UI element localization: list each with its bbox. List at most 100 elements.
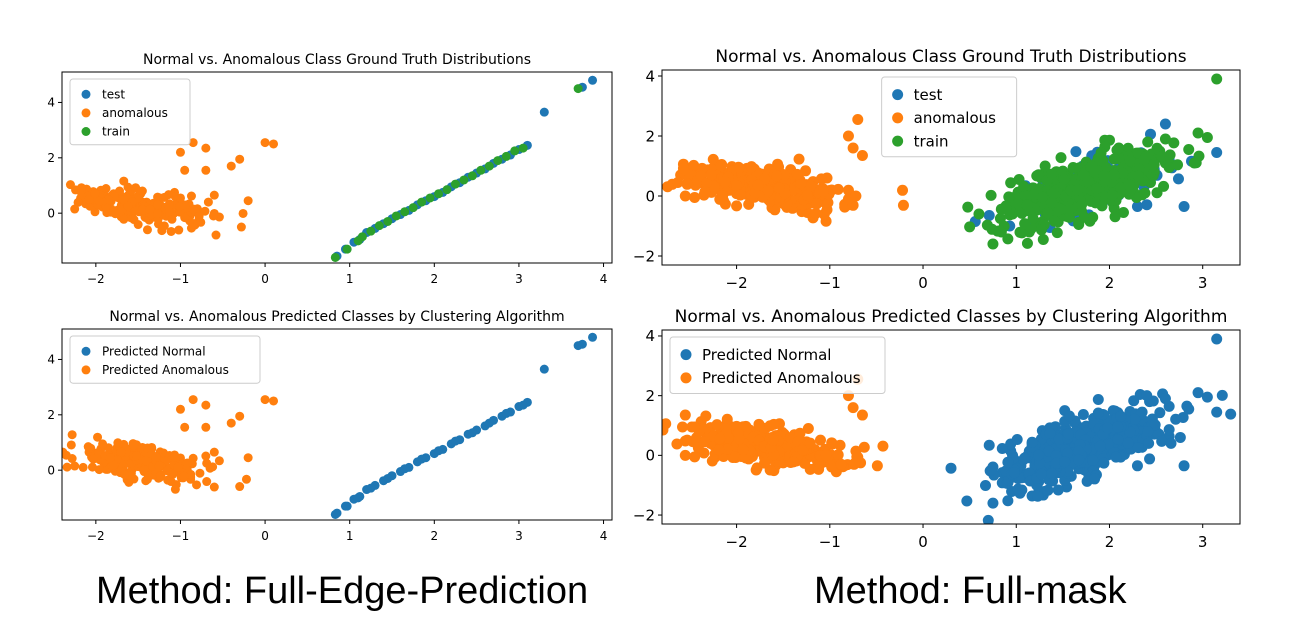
- data-point-1: [236, 222, 246, 232]
- data-point-0: [1159, 118, 1171, 130]
- data-point-0: [961, 495, 973, 507]
- data-point-1: [145, 204, 155, 214]
- chart-title: Normal vs. Anomalous Class Ground Truth …: [143, 52, 531, 68]
- legend-label: Predicted Anomalous: [702, 369, 861, 387]
- x-tick-label: −2: [87, 272, 105, 286]
- y-tick-label: 2: [47, 408, 55, 422]
- data-point-1: [717, 190, 729, 202]
- data-point-1: [849, 457, 861, 469]
- data-point-0: [1044, 427, 1056, 439]
- legend-marker: [81, 365, 91, 375]
- x-tick-label: 2: [1105, 274, 1115, 292]
- data-point-2: [1027, 213, 1039, 224]
- data-point-1: [123, 182, 133, 192]
- x-tick-label: 1: [1011, 274, 1021, 292]
- plot-frame: [661, 329, 1241, 525]
- data-point-1: [200, 206, 210, 216]
- data-point-0: [982, 514, 994, 524]
- data-point-1: [679, 435, 691, 447]
- data-point-1: [180, 422, 190, 432]
- data-point-2: [1090, 197, 1101, 209]
- data-point-1: [188, 395, 198, 405]
- data-point-0: [1062, 428, 1074, 440]
- data-point-2: [1003, 191, 1015, 203]
- data-point-1: [123, 201, 133, 211]
- data-point-1: [699, 436, 711, 448]
- data-point-1: [820, 449, 832, 461]
- data-point-2: [510, 146, 520, 156]
- data-point-0: [467, 428, 477, 438]
- data-point-1: [62, 447, 68, 457]
- data-point-2: [1138, 154, 1150, 166]
- chart-title: Normal vs. Anomalous Predicted Classes b…: [675, 307, 1228, 327]
- legend-marker: [680, 349, 692, 361]
- data-point-1: [847, 402, 859, 414]
- data-point-1: [700, 410, 712, 422]
- data-point-2: [1031, 170, 1043, 182]
- data-point-0: [1144, 453, 1156, 465]
- data-point-1: [129, 440, 139, 450]
- data-point-2: [1201, 132, 1213, 143]
- data-point-1: [209, 447, 219, 457]
- data-point-0: [1102, 422, 1114, 434]
- data-point-1: [814, 434, 826, 446]
- data-point-2: [1132, 170, 1144, 182]
- x-tick-label: 3: [1198, 533, 1208, 551]
- legend-marker: [892, 112, 904, 124]
- legend-marker: [892, 135, 904, 147]
- data-point-0: [987, 497, 999, 509]
- data-point-2: [1122, 142, 1134, 154]
- data-point-1: [679, 190, 691, 202]
- data-point-2: [1005, 177, 1017, 189]
- data-point-0: [501, 408, 511, 418]
- data-point-1: [842, 130, 854, 142]
- data-point-1: [858, 441, 870, 453]
- legend-label: Predicted Normal: [102, 345, 206, 359]
- data-point-0: [366, 483, 376, 493]
- x-tick-label: −2: [87, 529, 105, 543]
- data-point-1: [719, 176, 731, 188]
- chart-left-top: Normal vs. Anomalous Class Ground Truth …: [47, 52, 613, 286]
- data-point-2: [1082, 175, 1094, 187]
- data-point-1: [643, 427, 654, 438]
- y-tick-label: 0: [645, 187, 655, 205]
- data-point-1: [810, 207, 822, 219]
- data-point-0: [1163, 424, 1175, 436]
- data-point-1: [167, 214, 177, 224]
- plot-frame: [61, 328, 613, 521]
- data-point-1: [773, 182, 785, 194]
- data-point-0: [1115, 410, 1127, 422]
- data-point-2: [417, 197, 427, 207]
- data-point-0: [1019, 452, 1031, 464]
- data-point-0: [1149, 419, 1161, 431]
- data-point-1: [201, 143, 211, 153]
- data-point-2: [476, 165, 486, 175]
- y-tick-label: −2: [633, 506, 655, 524]
- chart-title: Normal vs. Anomalous Predicted Classes b…: [109, 309, 564, 325]
- plot-frame: [661, 69, 1241, 266]
- data-point-1: [153, 200, 163, 210]
- data-point-1: [94, 196, 104, 206]
- data-point-2: [357, 232, 367, 242]
- data-point-2: [1063, 203, 1075, 215]
- data-point-1: [94, 465, 104, 475]
- data-point-1: [677, 421, 689, 433]
- data-point-0: [996, 442, 1008, 454]
- data-point-1: [214, 456, 224, 466]
- data-point-1: [827, 438, 839, 450]
- data-point-2: [1098, 170, 1110, 182]
- data-point-1: [679, 409, 691, 421]
- data-point-1: [745, 161, 757, 173]
- x-tick-label: 2: [430, 272, 438, 286]
- data-point-2: [1095, 147, 1107, 159]
- data-point-2: [1046, 197, 1058, 209]
- data-point-0: [1156, 435, 1168, 447]
- data-point-2: [1117, 207, 1129, 218]
- data-point-1: [722, 432, 734, 444]
- legend-marker: [81, 108, 91, 118]
- data-point-0: [450, 436, 460, 446]
- data-point-1: [201, 451, 211, 461]
- data-point-2: [1054, 203, 1066, 215]
- x-tick-label: −1: [819, 274, 841, 292]
- data-point-1: [847, 142, 859, 154]
